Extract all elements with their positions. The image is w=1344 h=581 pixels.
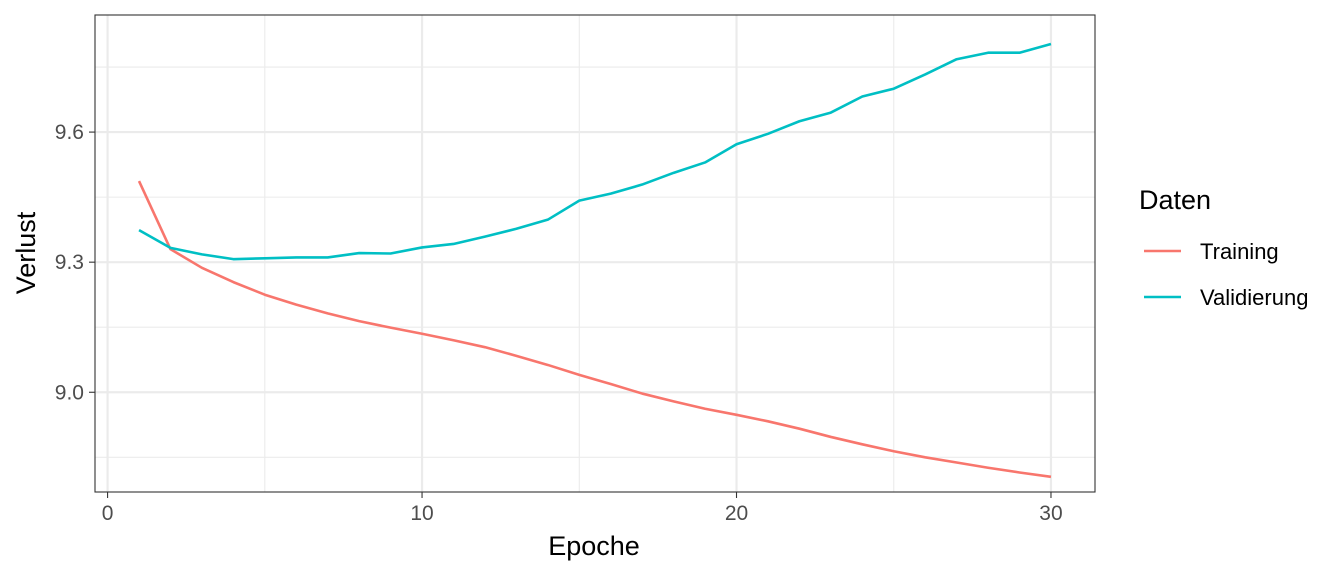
legend-label-validierung: Validierung <box>1200 285 1308 310</box>
legend-label-training: Training <box>1200 239 1279 264</box>
y-axis-title: Verlust <box>11 211 41 294</box>
legend-title: Daten <box>1139 185 1211 215</box>
x-axis-title: Epoche <box>548 531 640 561</box>
x-tick-label: 10 <box>410 502 433 525</box>
legend: Daten Training Validierung <box>1139 185 1308 310</box>
y-tick-label: 9.0 <box>55 381 84 404</box>
y-tick-label: 9.6 <box>55 121 84 144</box>
axes: 0 10 20 30 9.0 9.3 9.6 <box>55 121 1063 525</box>
x-tick-label: 0 <box>102 502 114 525</box>
series-lines <box>137 42 1052 479</box>
series-line-training <box>137 180 1052 479</box>
grid <box>95 15 1095 492</box>
legend-items: Training Validierung <box>1144 239 1308 310</box>
panel-border <box>94 14 1096 493</box>
series-line-validierung <box>138 42 1052 261</box>
x-tick-label: 30 <box>1039 502 1062 525</box>
x-tick-label: 20 <box>725 502 748 525</box>
y-tick-label: 9.3 <box>55 251 84 274</box>
